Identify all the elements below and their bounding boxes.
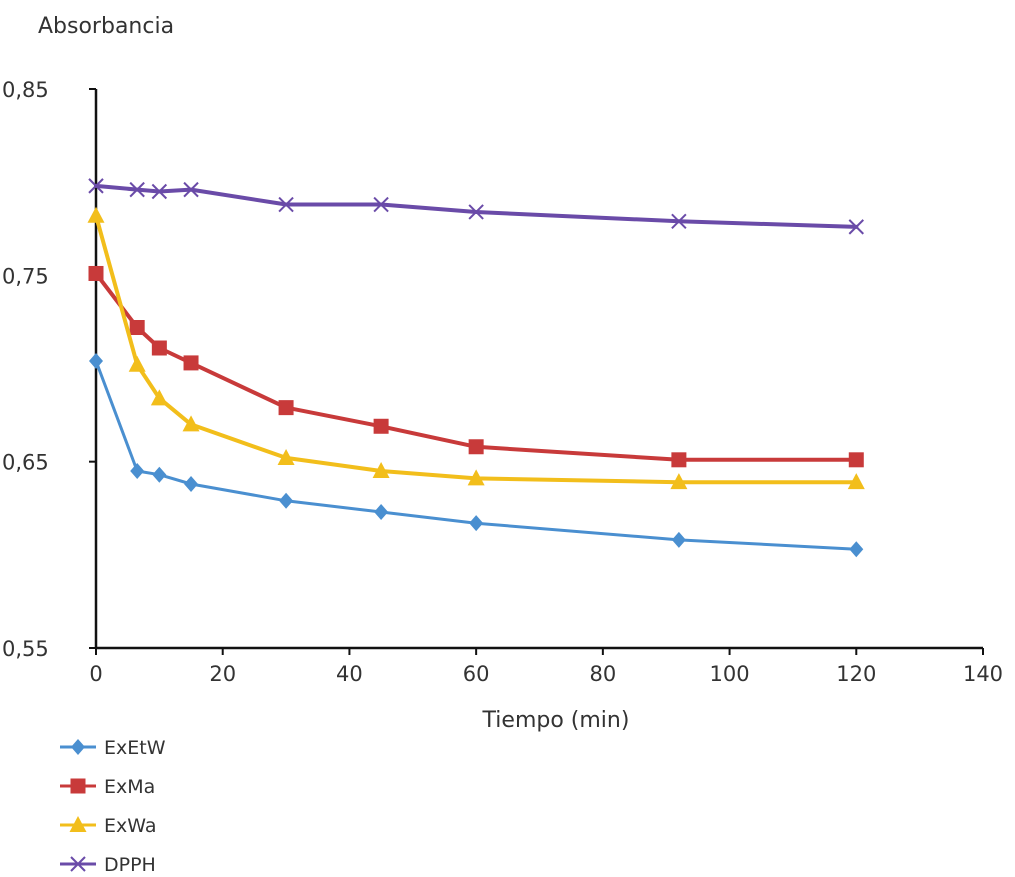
series-dpph (88, 178, 864, 235)
data-point-stroke (129, 181, 145, 198)
legend-label: ExWa (104, 815, 156, 837)
data-point (87, 206, 105, 223)
y-tick-label: 0,85 (2, 78, 49, 102)
legend-item: ExMa (60, 776, 155, 798)
data-point (671, 452, 687, 468)
data-point (151, 340, 167, 356)
data-point (671, 531, 686, 548)
axes: 0,55 0,65 0,75 0,85 0 20 40 60 80 100 120 140 Tiempo… (2, 78, 1003, 733)
data-point (150, 389, 168, 406)
data-point (88, 178, 104, 194)
series-layer (87, 178, 865, 558)
legend: ExEtW ExMa ExWa DPPH (60, 737, 166, 876)
data-point (468, 439, 484, 455)
data-point (847, 473, 865, 490)
series-exwa (87, 206, 865, 490)
data-point-stroke (468, 204, 484, 220)
data-point-stroke (88, 178, 104, 194)
data-point (129, 181, 145, 198)
x-tick-label: 80 (589, 662, 616, 686)
data-point-stroke (373, 196, 389, 213)
y-tick-label: 0,55 (2, 637, 49, 661)
x-tick-label: 40 (336, 662, 363, 686)
x-tick-label: 60 (463, 662, 490, 686)
data-point (183, 181, 199, 198)
legend-item: DPPH (60, 854, 156, 876)
data-point (469, 515, 484, 532)
data-point (373, 196, 389, 213)
data-point (372, 461, 390, 478)
data-point (468, 204, 484, 220)
data-point (89, 353, 103, 370)
y-tick-label: 0,65 (2, 451, 49, 475)
y-axis-title: Absorbancia (38, 14, 175, 39)
data-point (151, 183, 168, 200)
data-point (467, 469, 485, 486)
data-point (128, 355, 146, 372)
x-tick-label: 20 (209, 662, 236, 686)
data-point (184, 476, 199, 493)
x-tick-label: 140 (963, 662, 1003, 686)
data-point (71, 739, 85, 755)
legend-label: ExEtW (104, 737, 166, 759)
legend-item: ExEtW (60, 737, 166, 759)
x-tick-label: 0 (89, 662, 102, 686)
data-point-stroke (183, 181, 199, 198)
data-point (88, 265, 104, 281)
data-point (70, 856, 86, 872)
data-point-stroke (151, 183, 168, 200)
data-point (278, 400, 294, 416)
data-point (130, 462, 145, 479)
data-point (277, 448, 295, 465)
x-tick-label: 100 (710, 662, 750, 686)
y-tick-label: 0,75 (2, 264, 49, 288)
data-point (670, 473, 688, 490)
x-tick-label: 120 (836, 662, 876, 686)
data-point (278, 196, 294, 213)
data-point (183, 355, 199, 371)
series-exma (88, 265, 864, 468)
data-point (848, 219, 864, 235)
data-point-stroke (671, 213, 687, 230)
data-point (69, 816, 87, 832)
data-point-stroke (70, 856, 86, 872)
data-point (129, 320, 145, 336)
data-point (373, 418, 389, 434)
data-point (152, 466, 167, 483)
legend-label: ExMa (104, 776, 155, 798)
legend-label: DPPH (104, 854, 156, 876)
data-point (374, 503, 389, 520)
data-point (848, 452, 864, 468)
legend-item: ExWa (60, 815, 156, 837)
data-point (70, 778, 86, 794)
data-point-stroke (848, 219, 864, 235)
data-point-stroke (278, 196, 294, 213)
series-exetw (89, 353, 864, 558)
data-point (671, 213, 687, 230)
series-line (94, 183, 859, 229)
x-axis-title: Tiempo (min) (482, 708, 630, 733)
data-point (182, 415, 200, 432)
data-point (849, 541, 864, 558)
data-point (279, 492, 294, 509)
